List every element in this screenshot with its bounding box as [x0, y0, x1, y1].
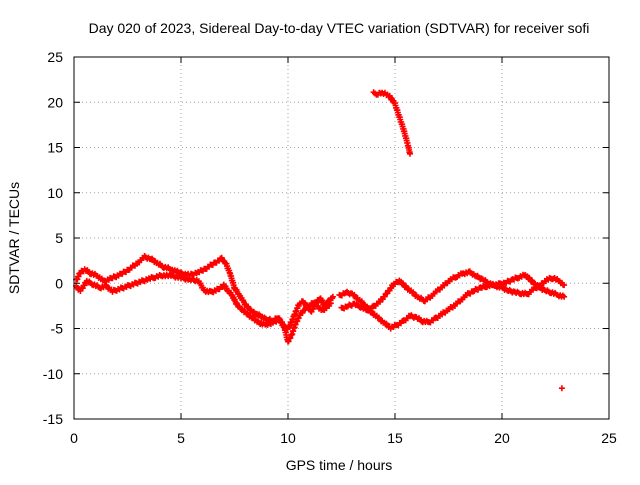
- series-markers-track-e: [370, 89, 413, 157]
- y-tick-label: 0: [55, 275, 63, 291]
- data-points: [73, 89, 568, 392]
- y-axis-label: SDTVAR / TECUs: [6, 182, 22, 294]
- series-track-a: [73, 253, 336, 333]
- y-tick-label: -15: [43, 411, 63, 427]
- y-tick-label: 20: [47, 94, 63, 110]
- y-tick-label: 5: [55, 230, 63, 246]
- x-tick-label: 10: [280, 430, 296, 446]
- y-tick-label: 25: [47, 49, 63, 65]
- series-outlier: [558, 385, 565, 392]
- grid-lines: [74, 57, 609, 419]
- x-axis-label: GPS time / hours: [286, 457, 393, 473]
- series-markers-track-b: [73, 271, 334, 345]
- y-tick-label: -5: [51, 321, 64, 337]
- series-track-b: [73, 271, 334, 345]
- x-tick-label: 0: [70, 430, 78, 446]
- series-markers-track-d: [336, 271, 568, 332]
- tick-labels: 0 5 10 15 20 25 -15 -10 -5 0 5 10 15 20 25: [43, 49, 617, 446]
- x-tick-label: 15: [387, 430, 403, 446]
- series-track-e: [370, 89, 413, 157]
- series-markers-outlier: [558, 385, 565, 392]
- series-markers-track-a: [73, 253, 336, 333]
- y-tick-label: 10: [47, 185, 63, 201]
- chart-title: Day 020 of 2023, Sidereal Day-to-day VTE…: [89, 20, 590, 36]
- x-tick-label: 25: [601, 430, 617, 446]
- x-tick-label: 20: [494, 430, 510, 446]
- x-tick-label: 5: [177, 430, 185, 446]
- axis-ticks: [73, 56, 610, 420]
- y-tick-label: -10: [43, 366, 63, 382]
- series-track-d: [336, 271, 568, 332]
- y-tick-label: 15: [47, 140, 63, 156]
